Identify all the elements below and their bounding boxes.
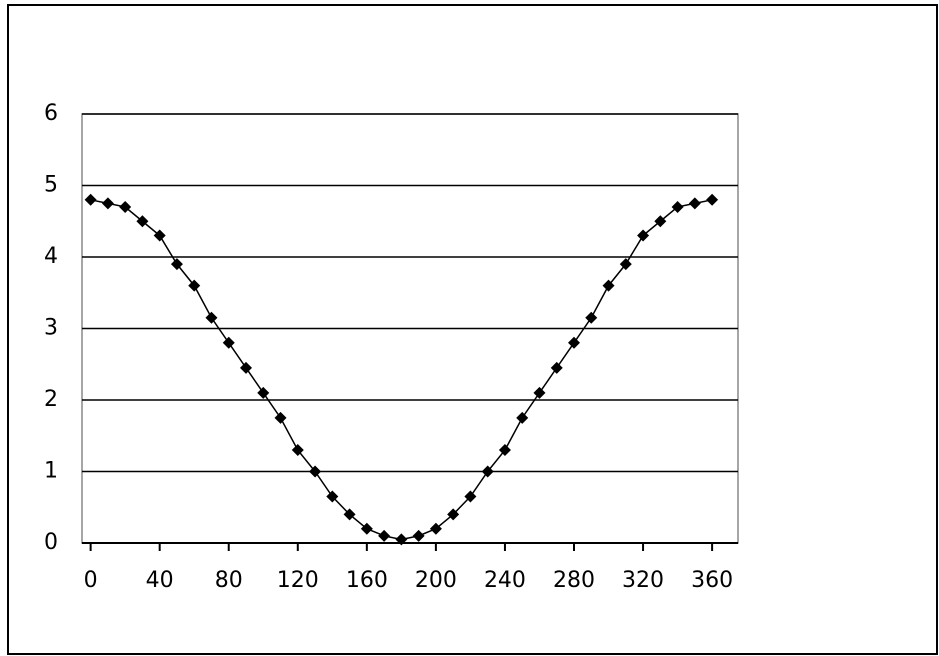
- y-tick-label: 1: [44, 459, 58, 484]
- y-tick-label: 4: [44, 244, 58, 269]
- chart-frame: [8, 5, 937, 654]
- x-tick-label: 160: [346, 568, 388, 593]
- chart: 0 1 2 3 4 5 6 0 40 80 120 160 200 240 280 320 360: [0, 0, 939, 656]
- x-tick-label: 200: [415, 568, 457, 593]
- page: 012345604080120160200240280320360 (() =>…: [0, 0, 939, 656]
- x-tick-label: 0: [84, 568, 98, 593]
- y-tick-label: 3: [44, 316, 58, 341]
- x-tick-label: 120: [277, 568, 319, 593]
- x-tick-label: 40: [146, 568, 174, 593]
- y-tick-label: 0: [44, 530, 58, 555]
- x-tick-label: 240: [484, 568, 526, 593]
- x-tick-label: 360: [691, 568, 733, 593]
- y-tick-label: 2: [44, 387, 58, 412]
- x-tick-label: 320: [622, 568, 664, 593]
- x-tick-label: 280: [553, 568, 595, 593]
- x-tick-label: 80: [215, 568, 243, 593]
- y-tick-label: 6: [44, 101, 58, 126]
- y-tick-label: 5: [44, 173, 58, 198]
